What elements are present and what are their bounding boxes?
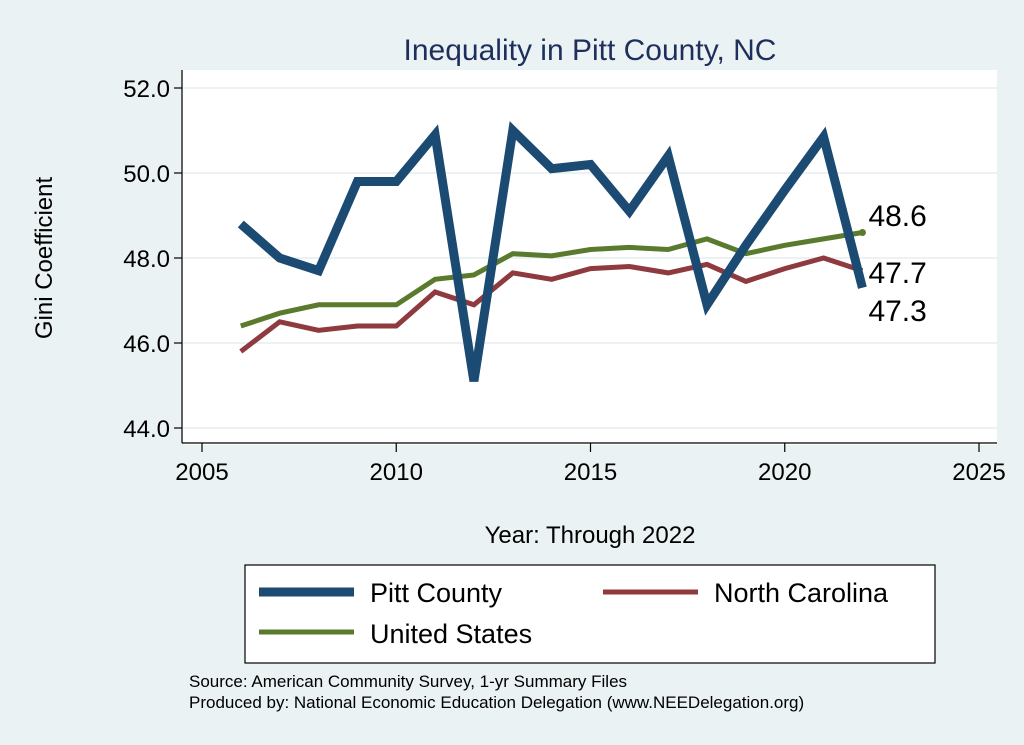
y-axis-title: Gini Coefficient [31,177,58,340]
series-line-north-carolina [239,255,864,354]
x-tick-label: 2005 [175,459,228,486]
legend-label-north-carolina: North Carolina [714,578,889,608]
y-tick-label: 50.0 [123,161,170,188]
us-end-marker [858,229,866,236]
series-line-united-states [240,230,863,329]
x-tick-label: 2010 [370,459,423,486]
end-label-united-states: 48.6 [868,200,926,233]
x-axis-title: Year: Through 2022 [485,522,696,549]
y-tick-label: 52.0 [123,76,170,103]
producer-note: Produced by: National Economic Education… [189,693,804,712]
end-label-north-carolina: 47.7 [868,257,926,290]
legend-box [244,564,936,664]
legend-label-united-states: United States [370,619,532,649]
x-tick-label: 2025 [952,459,1005,486]
y-tick-label: 48.0 [123,246,170,273]
y-tick-label: 44.0 [123,416,170,443]
y-tick-label: 46.0 [123,331,170,358]
end-label-pitt-county: 47.3 [868,295,926,328]
chart-title: Inequality in Pitt County, NC [404,34,777,67]
legend-label-pitt-county: Pitt County [370,578,503,608]
series-line-pitt-county [237,121,867,382]
x-tick-label: 2020 [758,459,811,486]
source-note: Source: American Community Survey, 1-yr … [189,672,627,691]
x-tick-label: 2015 [564,459,617,486]
